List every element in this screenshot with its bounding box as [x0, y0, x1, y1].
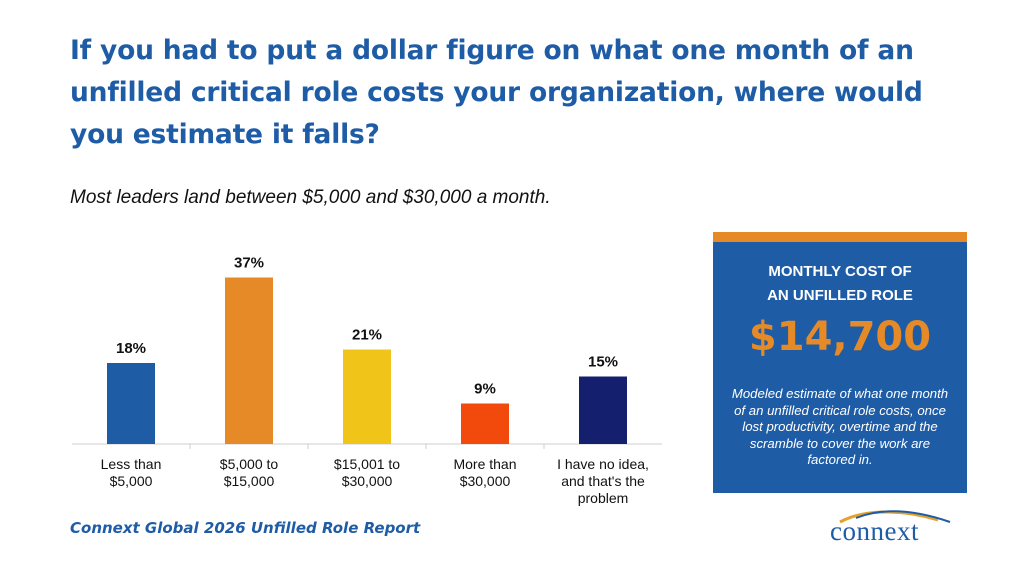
- bar-0: [107, 363, 155, 444]
- category-label-3: More than $30,000: [453, 456, 516, 489]
- callout-box: MONTHLY COST OF AN UNFILLED ROLE $14,700…: [713, 232, 967, 493]
- bar-chart: 18% Less than $5,000 37% $5,000 to $15,000 21%…: [72, 255, 662, 506]
- data-label-0: 18%: [116, 340, 146, 357]
- swoosh-logo-icon: [839, 510, 951, 524]
- bar-2: [343, 349, 391, 444]
- data-label-4: 15%: [588, 354, 618, 371]
- bar-1: [225, 277, 273, 444]
- callout-value: $14,700: [748, 314, 932, 360]
- data-label-3: 9%: [474, 381, 496, 398]
- callout-heading: MONTHLY COST OF AN UNFILLED ROLE: [767, 263, 913, 304]
- bar-4: [579, 376, 627, 444]
- callout-note: Modeled estimate of what one month of an…: [731, 386, 949, 467]
- category-label-4: I have no idea, and that's the problem: [557, 456, 649, 506]
- logo-wordmark: connext: [830, 516, 919, 546]
- connext-logo: connext: [826, 508, 956, 548]
- bar-3: [461, 403, 509, 444]
- data-label-1: 37%: [234, 255, 264, 272]
- callout-accent-bar: [713, 232, 967, 242]
- category-label-2: $15,001 to $30,000: [334, 456, 400, 489]
- category-label-0: Less than $5,000: [101, 456, 162, 489]
- footer-source: Connext Global 2026 Unfilled Role Report: [70, 519, 421, 537]
- category-label-1: $5,000 to $15,000: [220, 456, 279, 489]
- subtitle: Most leaders land between $5,000 and $30…: [70, 187, 551, 208]
- data-label-2: 21%: [352, 327, 382, 344]
- page-title: If you had to put a dollar figure on wha…: [70, 35, 923, 150]
